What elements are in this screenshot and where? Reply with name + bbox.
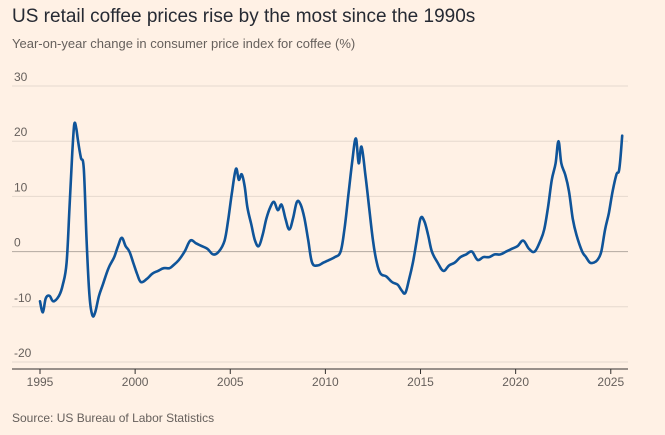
x-tick-label: 2000 xyxy=(122,375,149,389)
y-tick-label: -10 xyxy=(14,291,32,305)
y-tick-label: 0 xyxy=(14,236,21,250)
x-tick-label: 2025 xyxy=(597,375,624,389)
chart-title: US retail coffee prices rise by the most… xyxy=(12,6,476,27)
x-axis: 1995 2000 2005 2010 2015 2020 2025 xyxy=(12,368,628,389)
y-axis-tick-labels: -20 -10 0 10 20 30 xyxy=(14,70,32,360)
x-tick-label: 2020 xyxy=(502,375,529,389)
x-tick-label: 2015 xyxy=(407,375,434,389)
x-tick-label: 2010 xyxy=(312,375,339,389)
y-tick-label: 10 xyxy=(14,180,28,194)
x-tick-label: 1995 xyxy=(27,375,54,389)
series-line-coffee-cpi xyxy=(38,121,624,318)
grid-lines xyxy=(12,85,628,363)
series-line-layer xyxy=(38,121,624,318)
y-tick-label: 30 xyxy=(14,70,28,84)
source-note: Source: US Bureau of Labor Statistics xyxy=(12,411,215,425)
chart-subtitle: Year-on-year change in consumer price in… xyxy=(12,36,356,51)
x-tick-label: 2005 xyxy=(217,375,244,389)
y-tick-label: 20 xyxy=(14,125,28,139)
y-tick-label: -20 xyxy=(14,346,32,360)
